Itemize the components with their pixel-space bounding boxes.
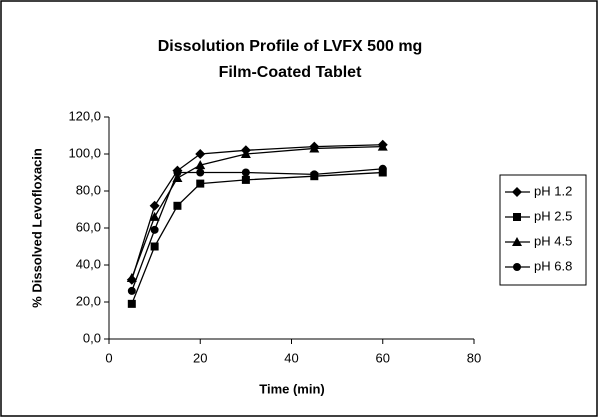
marker xyxy=(195,149,206,159)
marker xyxy=(150,242,159,251)
y-tick-label: 20,0 xyxy=(76,293,101,308)
y-tick-label: 0,0 xyxy=(83,330,101,345)
x-axis-title: Time (min) xyxy=(259,381,325,396)
marker xyxy=(195,160,206,170)
x-tick-label: 20 xyxy=(193,350,207,365)
marker xyxy=(309,143,320,153)
marker xyxy=(377,141,388,151)
x-tick-label: 0 xyxy=(105,350,112,365)
y-tick-label: 40,0 xyxy=(76,256,101,271)
y-tick-label: 120,0 xyxy=(68,108,101,123)
marker xyxy=(173,168,182,177)
legend-marker xyxy=(513,213,521,221)
marker xyxy=(149,200,160,211)
chart-subtitle: Film-Coated Tablet xyxy=(219,64,362,81)
legend-marker xyxy=(512,187,522,197)
marker xyxy=(127,286,136,295)
legend-label: pH 2.5 xyxy=(534,208,572,223)
marker xyxy=(241,168,250,177)
marker xyxy=(196,168,205,177)
y-axis-title: % Dissolved Levofloxacin xyxy=(29,148,44,308)
y-tick-label: 100,0 xyxy=(68,145,101,160)
marker xyxy=(126,272,137,282)
x-tick-label: 40 xyxy=(284,350,298,365)
legend-marker xyxy=(513,263,521,271)
legend-marker xyxy=(512,237,522,246)
legend-label: pH 6.8 xyxy=(534,258,572,273)
marker xyxy=(241,175,250,184)
marker xyxy=(240,149,251,158)
y-tick-label: 60,0 xyxy=(76,219,101,234)
marker xyxy=(173,201,182,210)
x-tick-label: 80 xyxy=(467,350,481,365)
chart-title: Dissolution Profile of LVFX 500 mg xyxy=(158,38,423,55)
marker xyxy=(378,164,387,173)
marker xyxy=(310,170,319,179)
legend-label: pH 4.5 xyxy=(534,233,572,248)
x-tick-label: 60 xyxy=(376,350,390,365)
legend-label: pH 1.2 xyxy=(534,183,572,198)
marker xyxy=(150,225,159,234)
marker xyxy=(127,299,136,308)
y-tick-label: 80,0 xyxy=(76,182,101,197)
marker xyxy=(149,211,160,221)
marker xyxy=(196,179,205,188)
